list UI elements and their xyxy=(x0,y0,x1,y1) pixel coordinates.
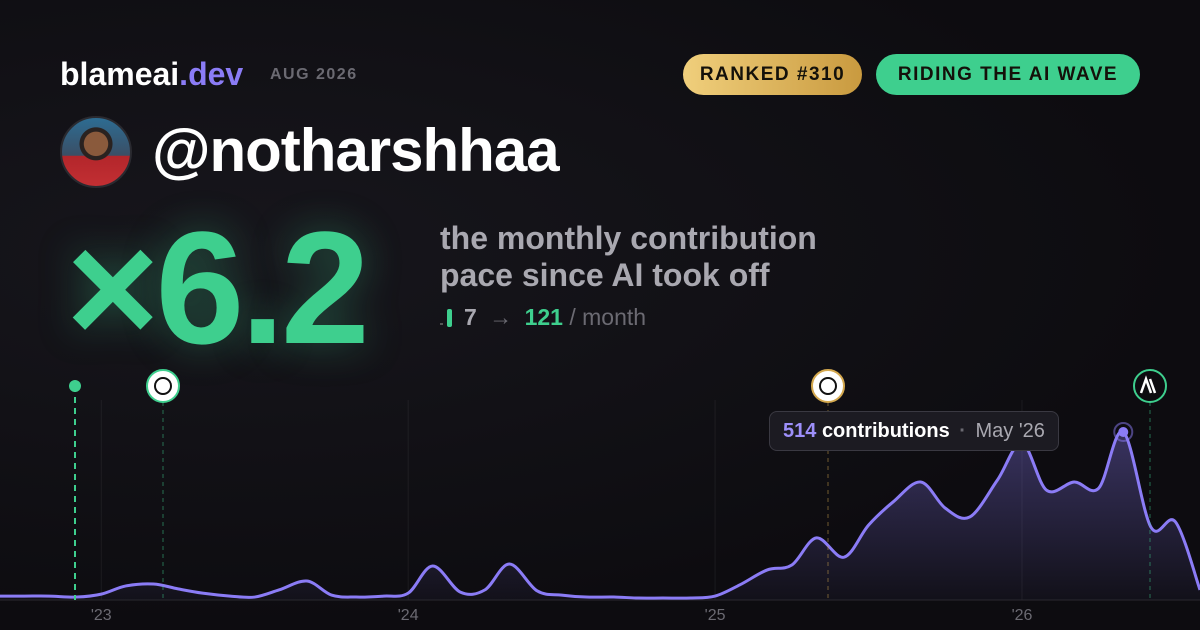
openai-glyph xyxy=(819,377,837,395)
description-line: the monthly contribution xyxy=(440,220,817,256)
x-tick-label: '25 xyxy=(705,607,726,624)
brand-name: blameai xyxy=(60,56,180,92)
tooltip: 514 contributions · May '26 xyxy=(769,411,1059,451)
handle: @notharshhaa xyxy=(152,117,560,184)
line xyxy=(0,430,1200,600)
brand: blameai.dev xyxy=(60,56,243,93)
avatar xyxy=(60,116,132,188)
pace: 7 → 121 / month xyxy=(440,304,646,331)
multiplier: ×6.2 xyxy=(66,198,370,377)
brand-tld: .dev xyxy=(179,56,244,92)
tooltip-separator: · xyxy=(959,420,966,442)
status-badge: RIDING THE AI WAVE xyxy=(876,54,1140,95)
pace-unit: / month xyxy=(569,304,647,330)
pace-icon-after xyxy=(447,309,452,327)
openai-glyph xyxy=(154,377,172,395)
tooltip-label: contributions xyxy=(821,420,950,442)
x-tick-label: '24 xyxy=(398,607,419,624)
x-tick-label: '23 xyxy=(91,607,112,624)
pace-arrow: → xyxy=(489,304,513,330)
x-tick-label: '26 xyxy=(1012,607,1033,624)
pace-to: 121 xyxy=(524,304,563,330)
stat-description: the monthly contribution pace since AI t… xyxy=(440,220,817,294)
pace-from: 7 xyxy=(464,304,477,330)
event-markers xyxy=(69,369,1167,600)
tooltip-date: May '26 xyxy=(975,420,1045,442)
rank-badge: RANKED #310 xyxy=(683,54,862,95)
event-dot xyxy=(69,380,81,392)
date: AUG 2026 xyxy=(270,66,358,83)
anthropic-glyph xyxy=(1139,375,1157,394)
tooltip-value: 514 xyxy=(783,420,817,442)
plot: '23 '24 '25 '26 xyxy=(0,400,1200,624)
pace-icon-before xyxy=(440,323,443,325)
anthropic-icon xyxy=(1133,369,1167,403)
openai-icon xyxy=(811,369,845,403)
area xyxy=(0,431,1200,600)
description-line: pace since AI took off xyxy=(440,257,770,293)
highlight-point xyxy=(1118,426,1129,437)
openai-icon xyxy=(146,369,180,403)
highlight-ring xyxy=(1113,421,1134,442)
